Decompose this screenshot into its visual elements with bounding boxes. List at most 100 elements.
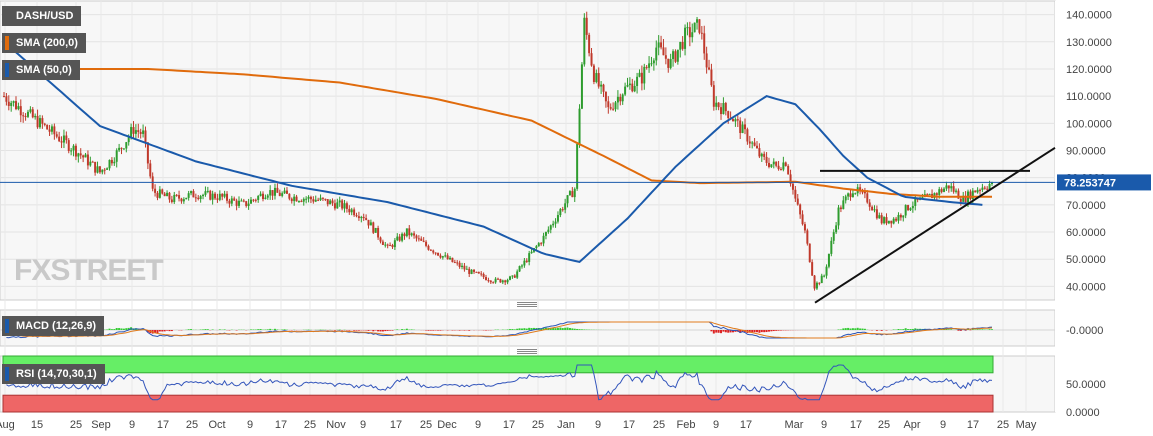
macd-bar [458, 330, 461, 331]
candle-body [945, 185, 948, 189]
candle-body [434, 252, 437, 254]
pane-splitter-rsi[interactable] [517, 349, 537, 354]
x-tick-label: 25 [878, 419, 890, 431]
candle-body [791, 183, 794, 190]
instrument-tag[interactable]: DASH/USD [2, 6, 82, 26]
candle-body [847, 193, 850, 197]
candle-body [470, 269, 473, 274]
candle-body [770, 164, 773, 167]
macd-pane[interactable] [0, 309, 1056, 347]
macd-bar [187, 329, 190, 330]
macd-bar [511, 329, 514, 330]
candle-body [259, 193, 262, 197]
rsi-tag[interactable]: RSI (14,70,30,1) [2, 364, 105, 384]
macd-signal-line [6, 321, 993, 339]
sma50-label: SMA (50,0) [16, 64, 72, 76]
sma200-tag[interactable]: SMA (200,0) [2, 33, 86, 53]
candle-body [204, 191, 207, 195]
candle-body [7, 101, 10, 106]
candle-body [48, 129, 51, 132]
macd-bar [904, 328, 907, 330]
candle-body [511, 275, 514, 277]
macd-bar [211, 329, 214, 330]
candle-body [911, 205, 914, 209]
candle-body [53, 126, 56, 135]
macd-bar [945, 329, 948, 330]
candle-body [62, 135, 65, 143]
candle-body [561, 209, 564, 211]
candle-body [621, 94, 624, 102]
candle-body [106, 168, 109, 170]
macd-bar [513, 329, 516, 330]
macd-bar [168, 330, 171, 332]
candle-body [257, 196, 260, 200]
candle-body [988, 183, 991, 189]
macd-bar [753, 330, 756, 333]
rsi-oversold-band [2, 394, 994, 413]
candle-body [271, 190, 274, 196]
macd-bar [506, 329, 509, 330]
candle-body [70, 150, 73, 152]
candle-body [29, 109, 32, 112]
candle-body [530, 251, 533, 254]
candle-body [283, 190, 286, 194]
sma50-tag[interactable]: SMA (50,0) [2, 60, 80, 80]
candle-body [717, 102, 720, 108]
rsi-label: RSI (14,70,30,1) [16, 368, 97, 380]
macd-bar [381, 330, 384, 332]
pane-splitter-macd[interactable] [517, 302, 537, 307]
candle-body [365, 218, 368, 220]
macd-bar [777, 330, 780, 331]
grid [0, 1, 1055, 412]
candle-body [863, 191, 866, 194]
candle-body [815, 282, 818, 289]
x-tick-label: 17 [623, 419, 635, 431]
candle-body [230, 198, 233, 204]
candle-body [67, 140, 70, 152]
price-tick-label: 130.0000 [1066, 37, 1112, 49]
macd-bar [741, 330, 744, 332]
candle-body [494, 278, 497, 283]
candle-body [674, 51, 677, 62]
candle-body [242, 200, 245, 202]
candle-body [420, 238, 423, 241]
candle-body [34, 115, 37, 118]
candle-body [566, 195, 569, 204]
macd-bar [106, 329, 109, 330]
candle-body [463, 265, 466, 270]
candle-body [899, 214, 902, 218]
candle-body [506, 279, 509, 283]
x-tick-label: 9 [595, 419, 601, 431]
candle-body [851, 193, 854, 198]
candle-body [727, 111, 730, 119]
macd-bar [377, 330, 380, 332]
macd-bar [516, 328, 519, 330]
macd-bar [861, 328, 864, 330]
macd-tag[interactable]: MACD (12,26,9) [2, 316, 105, 336]
candle-body [947, 185, 950, 189]
macd-bar [907, 329, 910, 330]
candle-body [544, 232, 547, 236]
candle-body [422, 240, 425, 242]
sma50-swatch [5, 63, 9, 77]
trendlines [814, 146, 1056, 304]
candle-body [485, 277, 488, 281]
candle-body [703, 33, 706, 54]
candle-body [746, 129, 749, 142]
candle-body [600, 84, 603, 87]
candle-body [341, 200, 344, 209]
candle-body [732, 119, 735, 122]
macd-bar [257, 329, 260, 330]
x-tick-label: Aug [0, 419, 15, 431]
candle-body [108, 159, 111, 169]
x-tick-label: 9 [360, 419, 366, 431]
price-tick-label: 120.0000 [1066, 64, 1112, 76]
sma200-label: SMA (200,0) [16, 37, 78, 49]
macd-bar [276, 329, 279, 330]
macd-bar [947, 329, 950, 330]
candle-body [182, 199, 185, 202]
candle-body [343, 203, 346, 209]
candle-body [590, 53, 593, 66]
candle-body [235, 200, 238, 206]
